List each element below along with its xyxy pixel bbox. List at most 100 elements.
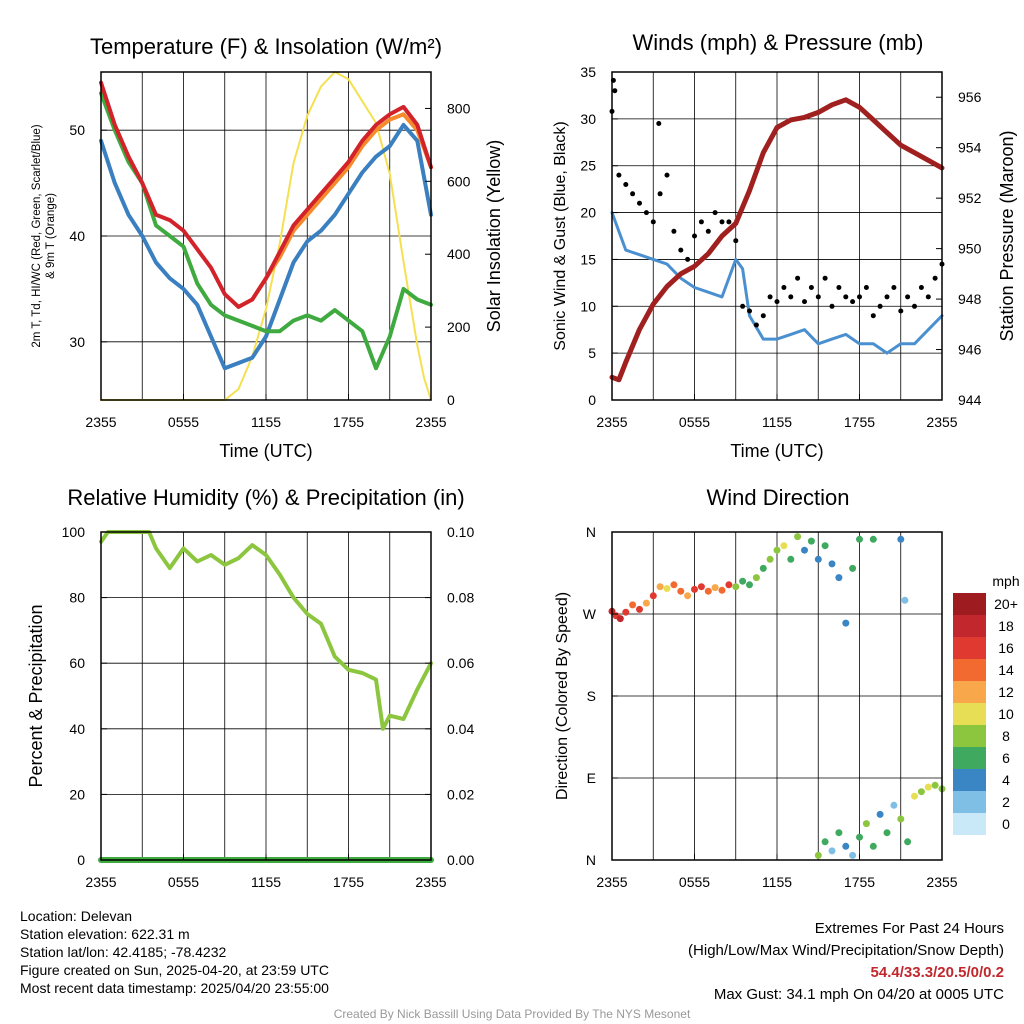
wind-direction-point [901,596,909,604]
humidity-grid [101,532,431,860]
y2-tick-label: 200 [447,319,471,335]
y2-tick-label: 948 [958,291,982,307]
y2-tick-label: 0 [447,392,455,408]
gust-point [612,88,618,94]
wind-direction-point [704,587,712,595]
temperature-y2-label: Solar Insolation (Yellow) [484,140,504,332]
colorbar-swatch [953,791,986,813]
colorbar-swatch [953,725,986,747]
gust-point [877,303,883,309]
winds-y-label: Sonic Wind & Gust (Blue, Black) [552,121,569,350]
winds-panel: Winds (mph) & Pressure (mb) 2355 0555 1155… [552,30,1017,461]
wind-direction-point [794,533,802,541]
wind-direction-point [869,535,877,543]
x-tick-label: 1755 [333,874,364,890]
wind-direction-point [814,555,822,563]
gust-point [905,294,911,300]
colorbar-swatch [953,769,986,791]
y2-tick-label: 0.00 [447,852,474,868]
station-info: Location: Delevan Station elevation: 622… [20,907,329,997]
wind-direction-point [677,587,685,595]
gust-point [850,299,856,305]
wind-direction-point [663,585,671,592]
x-tick-label: 2355 [415,414,446,430]
wind-direction-title: Wind Direction [706,485,849,510]
wind-direction-point [718,586,726,594]
colorbar-tick-label: 20+ [994,596,1018,612]
wind-direction-y-label: Direction (Colored By Speed) [554,592,571,800]
wind-direction-point [801,546,808,554]
gust-point [781,285,787,290]
y-tick-label: N [586,524,596,540]
winds-x-label: Time (UTC) [730,441,823,461]
y-tick-label: 5 [588,345,596,361]
gust-point [712,210,718,216]
wind-direction-point [911,792,918,800]
gust-point [630,191,636,197]
y-tick-label: S [587,688,596,704]
wind-direction-point [752,574,760,582]
temperature-y-label-line2: & 9m T (Orange) [45,193,57,279]
gust-point [671,228,677,234]
wind-direction-point [711,584,719,592]
wind-direction-point [636,605,643,613]
wind-direction-point [828,847,836,855]
x-tick-label: 0555 [168,414,199,430]
gust-point [719,219,725,225]
speed-colorbar: 20+ 18 16 14 12 10 8 6 4 2 0 [953,593,1018,835]
wind-direction-point [787,555,795,563]
gust-point [637,200,642,206]
colorbar-swatch [953,747,986,769]
colorbar-swatch [953,615,986,637]
wind-direction-point [828,560,836,568]
y2-tick-label: 944 [958,392,982,408]
gust-point [760,313,766,319]
wind-direction-point [732,583,740,591]
y2-tick-label: 956 [958,89,982,105]
x-tick-label: 0555 [168,874,199,890]
winds-y2-label: Station Pressure (Maroon) [997,130,1017,341]
gust-point [925,294,931,300]
wind-direction-point [842,842,850,850]
gust-point [733,238,739,244]
gust-point [884,294,890,300]
y2-tick-label: 0.06 [447,655,474,671]
winds-title: Winds (mph) & Pressure (mb) [633,30,924,55]
wind-direction-point [856,535,863,543]
gust-point [692,233,697,239]
credit-line: Created By Nick Bassill Using Data Provi… [333,1007,691,1021]
gust-point [918,285,924,290]
wind-direction-point [924,783,932,791]
wind-direction-point [862,820,870,828]
wind-direction-point [670,581,678,589]
gust-point [747,308,752,314]
wind-direction-point [917,788,925,796]
wind-direction-point [649,592,657,600]
y2-tick-label: 600 [447,173,471,189]
gust-point [788,294,794,300]
gust-point [705,228,711,234]
y-tick-label: 35 [580,64,596,80]
y-tick-label: 15 [580,251,596,267]
gust-point [726,219,732,225]
gust-point [891,285,897,290]
gust-point [802,299,807,305]
temperature-series [99,71,433,401]
gust-point [740,303,746,309]
y-tick-label: W [583,606,597,622]
x-tick-label: 2355 [85,874,116,890]
y-tick-label: 100 [62,524,86,540]
gust-point [912,303,917,309]
extremes-title: Extremes For Past 24 Hours [814,920,1004,937]
colorbar-tick-label: 2 [1002,794,1010,810]
gust-point [898,308,904,314]
wind-direction-point [869,842,877,850]
y-tick-label: 40 [69,228,85,244]
gust-point [650,219,656,225]
wind-direction-point [842,619,850,627]
station-location: Location: Delevan [20,908,133,924]
wind-direction-point [849,851,857,859]
winds-y2-ticks: 944 946 948 950 952 954 956 [936,89,982,408]
colorbar-tick-label: 18 [998,618,1014,634]
wind-direction-point [725,581,733,589]
